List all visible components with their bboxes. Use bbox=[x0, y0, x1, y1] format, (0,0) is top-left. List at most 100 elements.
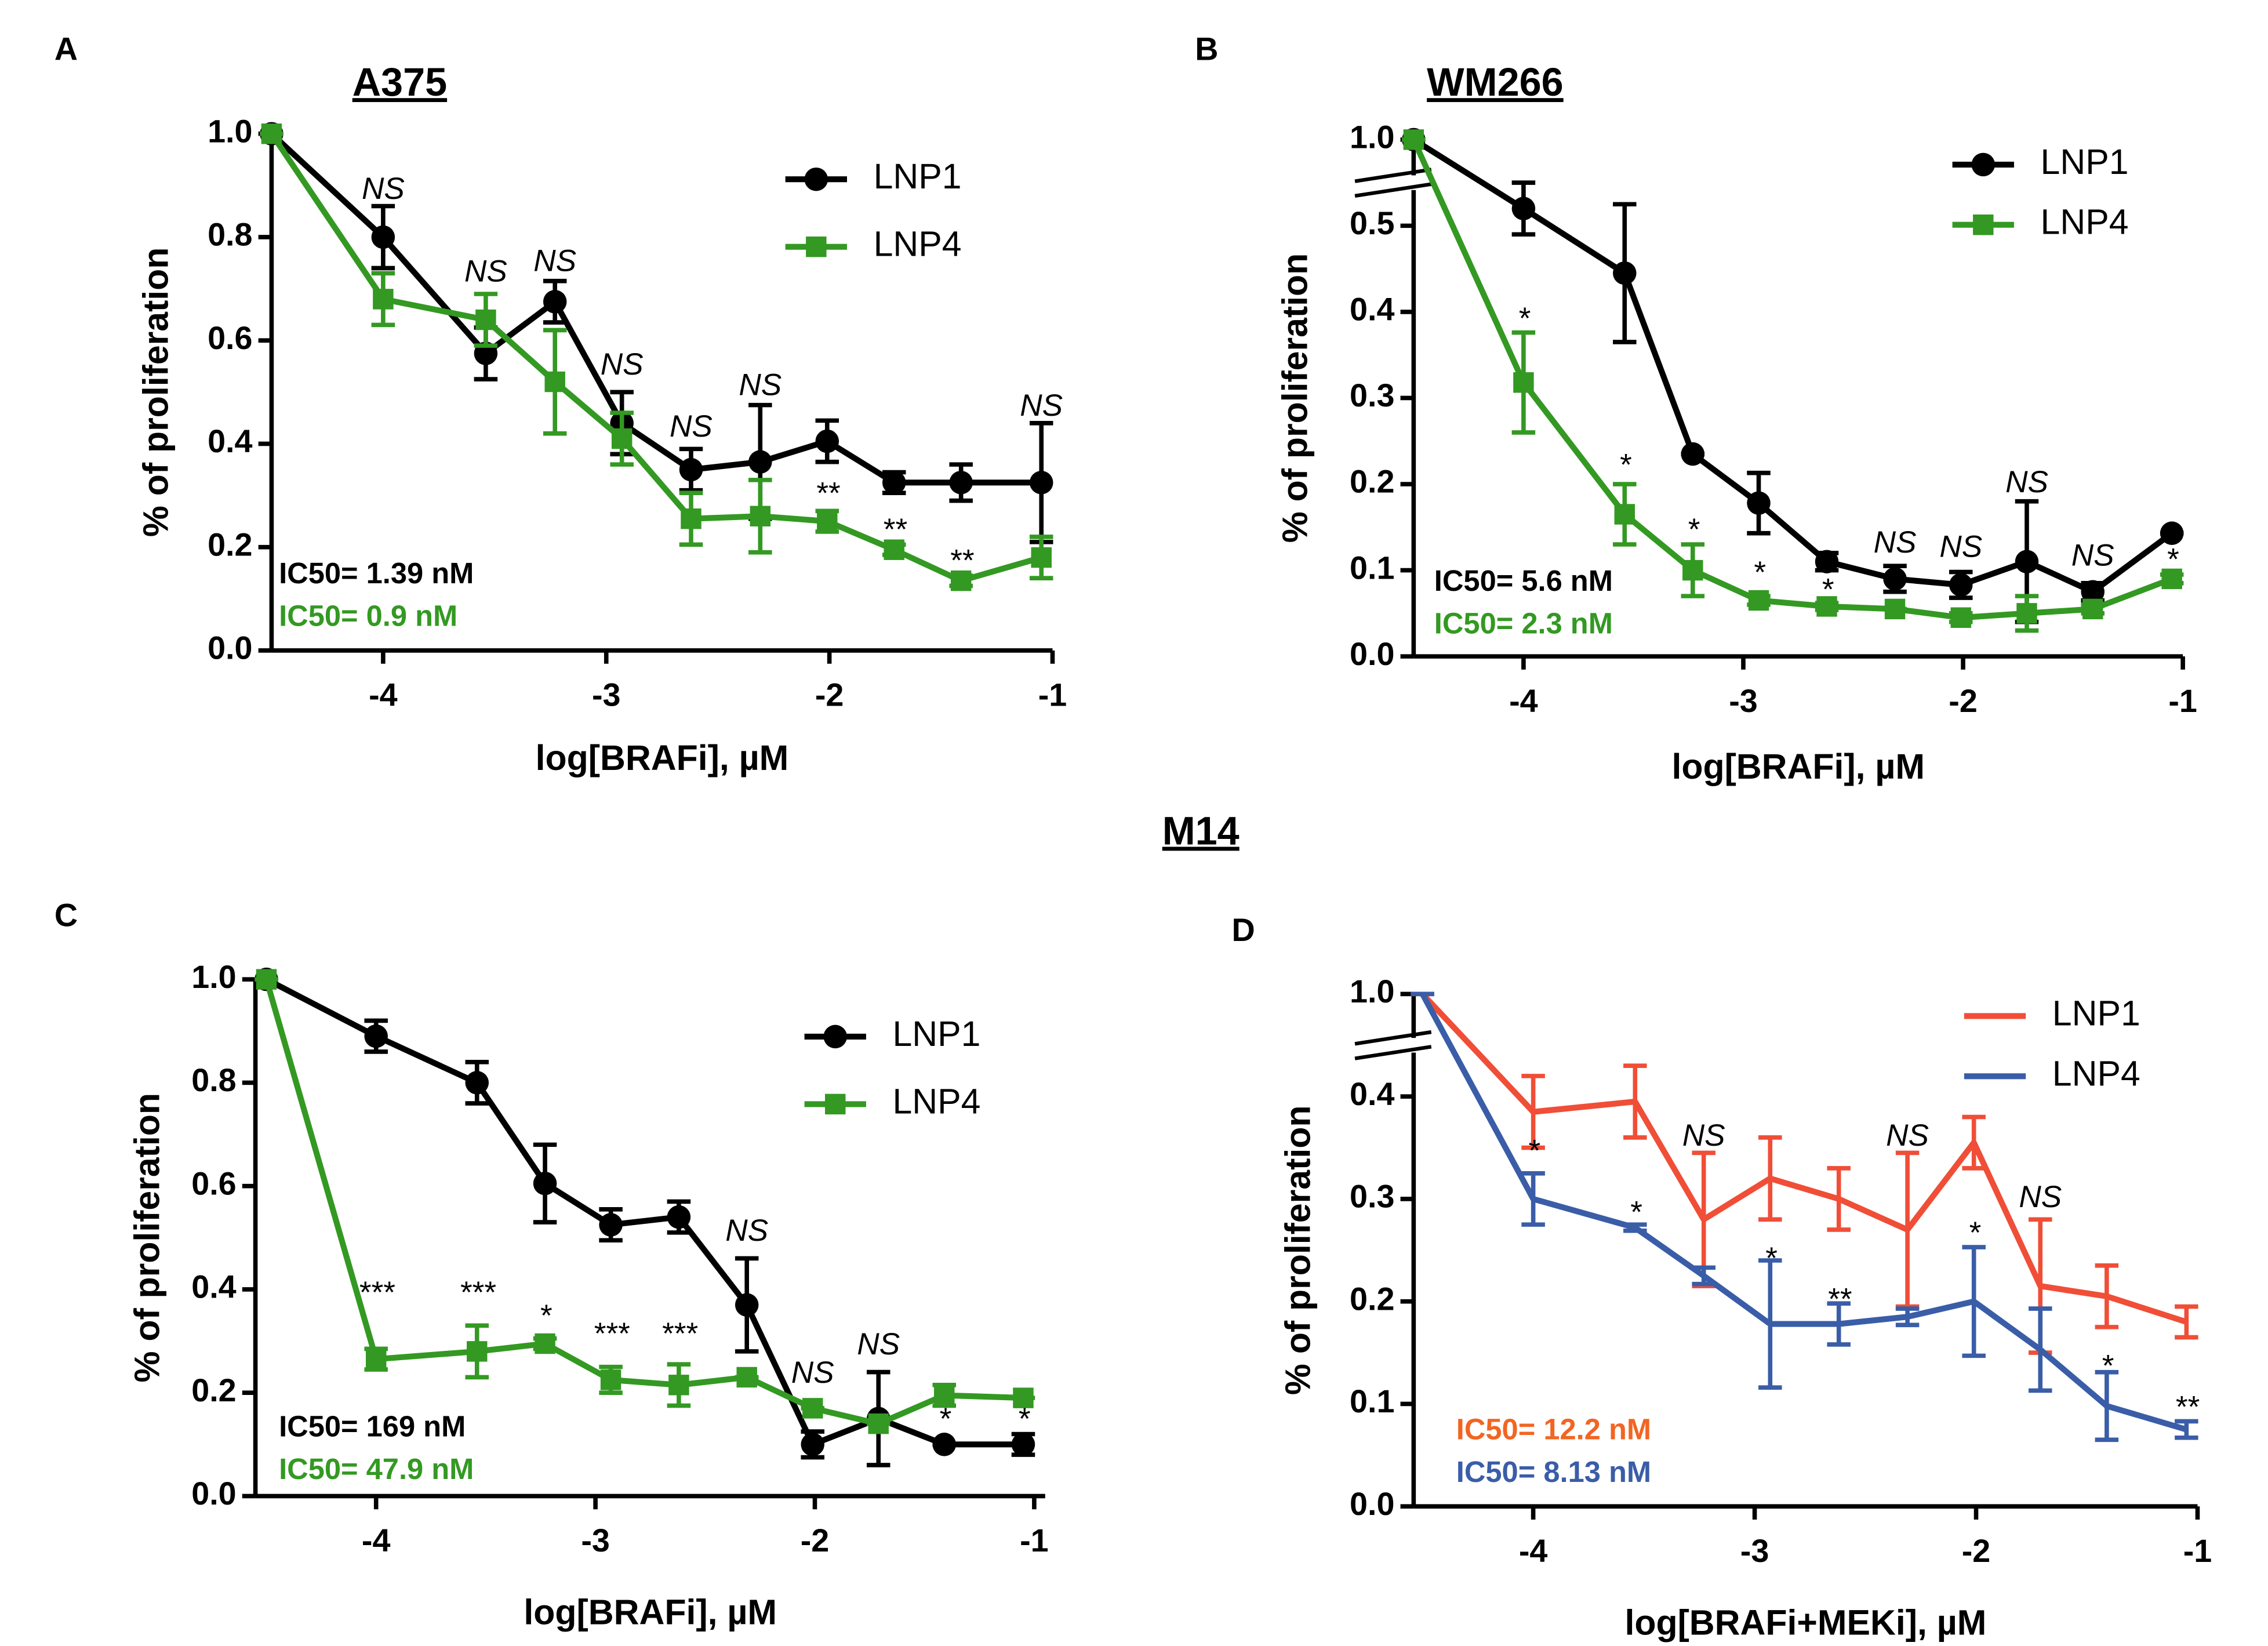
y-axis-label: % of proliferation bbox=[127, 1093, 166, 1383]
marker bbox=[2016, 603, 2037, 624]
y-tick-label: 0.3 bbox=[1350, 377, 1394, 413]
significance-label: NS bbox=[725, 1213, 768, 1248]
y-tick-label: 0.0 bbox=[1350, 1486, 1394, 1522]
x-tick-label: -4 bbox=[1519, 1533, 1548, 1569]
significance-label: * bbox=[1017, 1402, 1031, 1436]
marker bbox=[882, 471, 906, 495]
significance-label: *** bbox=[459, 1276, 496, 1310]
y-axis-label: % of proliferation bbox=[1275, 253, 1314, 543]
marker bbox=[256, 969, 277, 990]
marker bbox=[802, 1398, 823, 1419]
x-tick-label: -4 bbox=[362, 1523, 391, 1558]
shared-title: M14 bbox=[1162, 809, 1240, 853]
marker bbox=[932, 1433, 957, 1456]
x-tick-label: -2 bbox=[1962, 1533, 1991, 1569]
marker bbox=[2015, 550, 2039, 573]
significance-label: NS bbox=[857, 1327, 900, 1361]
significance-label: * bbox=[1968, 1216, 1981, 1250]
significance-label: * bbox=[1764, 1241, 1778, 1276]
legend-label: LNP4 bbox=[2041, 202, 2129, 242]
legend-label: LNP4 bbox=[874, 224, 962, 264]
marker bbox=[868, 1413, 889, 1434]
marker bbox=[815, 429, 839, 453]
ic50-label: IC50= 8.13 nM bbox=[1456, 1455, 1651, 1488]
marker bbox=[1511, 197, 1536, 220]
significance-label: NS bbox=[1939, 529, 1982, 564]
legend-label: LNP1 bbox=[892, 1014, 980, 1053]
panel-letter: C bbox=[54, 898, 78, 933]
significance-label: * bbox=[539, 1299, 553, 1333]
significance-label: ** bbox=[882, 513, 908, 547]
y-tick-label: 1.0 bbox=[1350, 973, 1394, 1009]
panel-letter: A bbox=[54, 31, 78, 67]
x-tick-label: -2 bbox=[801, 1523, 830, 1558]
marker bbox=[1513, 372, 1534, 393]
marker bbox=[1403, 129, 1424, 150]
significance-label: * bbox=[1753, 555, 1766, 590]
y-tick-label: 0.3 bbox=[1350, 1179, 1394, 1215]
x-tick-label: -4 bbox=[369, 677, 398, 713]
y-tick-label: 0.4 bbox=[208, 423, 252, 459]
y-tick-label: 1.0 bbox=[208, 113, 252, 149]
legend-marker bbox=[825, 1093, 846, 1115]
legend-marker bbox=[823, 1024, 847, 1049]
marker bbox=[748, 450, 772, 474]
y-tick-label: 0.2 bbox=[1350, 1281, 1394, 1317]
marker bbox=[736, 1367, 757, 1388]
marker bbox=[1031, 547, 1052, 568]
y-tick-label: 0.4 bbox=[1350, 292, 1394, 328]
axis-break bbox=[1354, 1045, 1432, 1060]
significance-label: ** bbox=[2175, 1390, 2200, 1424]
marker bbox=[735, 1293, 759, 1317]
axis-break bbox=[1354, 1030, 1432, 1046]
y-tick-label: 0.8 bbox=[191, 1062, 236, 1098]
marker bbox=[2161, 568, 2182, 590]
marker bbox=[801, 1433, 824, 1456]
error-bar bbox=[2175, 1419, 2198, 1440]
significance-label: ** bbox=[815, 477, 841, 511]
marker bbox=[373, 289, 394, 310]
significance-label: * bbox=[1619, 448, 1632, 482]
x-axis-label: log[BRAFi], µM bbox=[1671, 747, 1925, 786]
significance-label: NS bbox=[739, 368, 782, 402]
marker bbox=[600, 1369, 621, 1390]
marker bbox=[533, 1171, 557, 1196]
marker bbox=[750, 506, 771, 526]
y-tick-label: 0.1 bbox=[1350, 1383, 1394, 1419]
marker bbox=[611, 428, 633, 449]
error-bar bbox=[1623, 1222, 1647, 1233]
marker bbox=[475, 309, 496, 330]
error-bar bbox=[1895, 1306, 1920, 1328]
panel-letter: B bbox=[1195, 31, 1218, 67]
ic50-label: IC50= 12.2 nM bbox=[1456, 1412, 1651, 1445]
y-tick-label: 0.2 bbox=[208, 526, 252, 562]
marker bbox=[1614, 504, 1635, 525]
significance-label: NS bbox=[601, 347, 644, 381]
marker bbox=[934, 1385, 955, 1406]
marker bbox=[1013, 1387, 1034, 1408]
marker bbox=[261, 123, 282, 144]
x-tick-label: -3 bbox=[592, 677, 621, 713]
error-bar bbox=[1521, 1171, 1545, 1227]
significance-label: NS bbox=[2071, 538, 2114, 572]
legend-label: LNP1 bbox=[2052, 994, 2140, 1033]
y-tick-label: 0.2 bbox=[191, 1372, 236, 1408]
legend-label: LNP4 bbox=[2052, 1053, 2140, 1093]
marker bbox=[2082, 598, 2103, 620]
legend-label: LNP1 bbox=[2041, 142, 2129, 181]
y-axis-label: % of proliferation bbox=[136, 248, 176, 537]
axis-break bbox=[1354, 168, 1432, 183]
marker bbox=[544, 371, 565, 393]
error-bar bbox=[1962, 1114, 1986, 1171]
error-bar bbox=[1623, 1063, 1647, 1140]
ic50-label: IC50= 47.9 nM bbox=[279, 1452, 474, 1485]
y-tick-label: 0.6 bbox=[208, 320, 252, 356]
ic50-label: IC50= 1.39 nM bbox=[279, 557, 474, 590]
significance-label: * bbox=[1687, 513, 1700, 547]
error-bar bbox=[2095, 1263, 2119, 1329]
marker bbox=[465, 1071, 489, 1095]
x-tick-label: -1 bbox=[2168, 683, 2197, 719]
y-tick-label: 0.2 bbox=[1350, 464, 1394, 500]
y-tick-label: 0.5 bbox=[1350, 205, 1394, 241]
